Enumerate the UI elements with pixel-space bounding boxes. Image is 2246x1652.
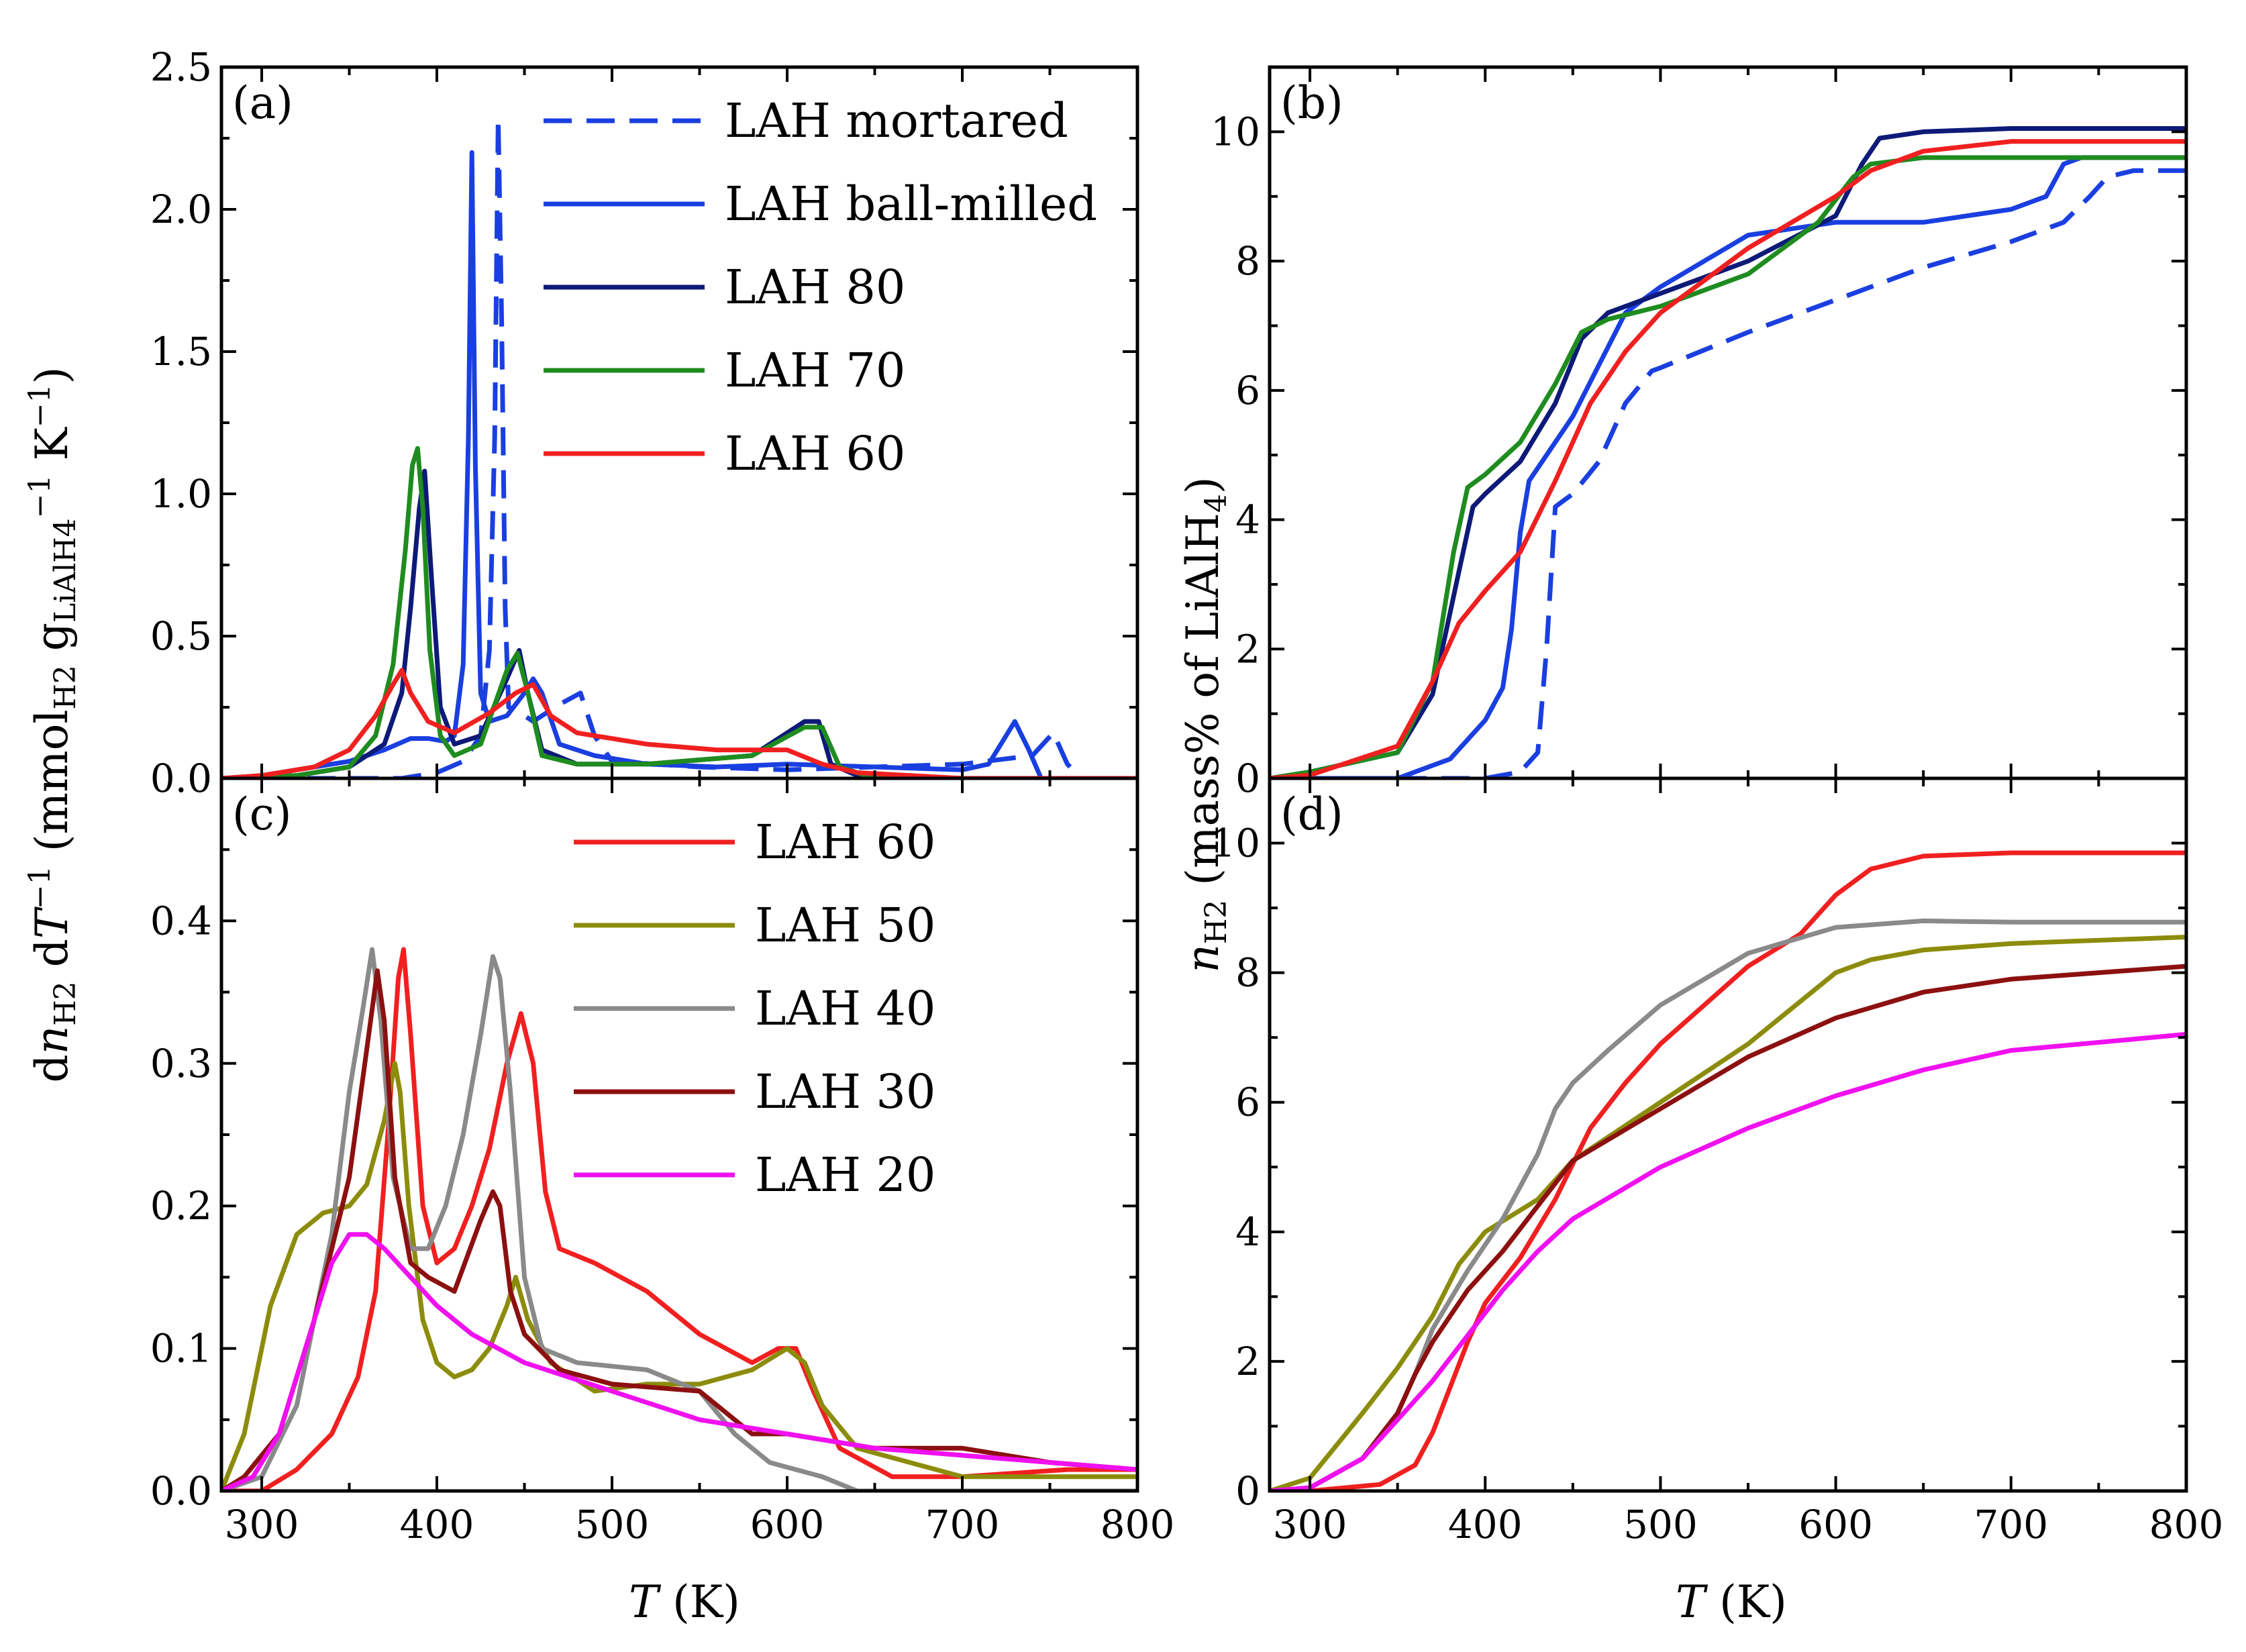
x-tick-label: 700 (925, 1502, 1000, 1547)
panel-label: (c) (232, 788, 291, 840)
x-tick-label: 500 (1623, 1502, 1698, 1547)
series-line-lah-50 (221, 1061, 1137, 1491)
x-tick-label: 500 (575, 1502, 650, 1547)
y-tick-label: 2.0 (150, 187, 212, 232)
panel-b: 0 2 4 6 8 10 (b) (1211, 65, 2188, 801)
x-tick-label: 800 (2149, 1502, 2224, 1547)
series-line-lah-40 (221, 947, 1137, 1491)
legend-label: LAH 60 (755, 815, 935, 870)
x-tick-label: 400 (1448, 1502, 1523, 1547)
panel-label: (a) (232, 77, 293, 129)
y-tick-label: 6 (1235, 1080, 1260, 1125)
y-tick-label: 0.0 (150, 1468, 212, 1514)
y-tick-label: 1.0 (150, 471, 212, 517)
legend-label: LAH 60 (725, 426, 905, 481)
y-tick-label: 2 (1235, 626, 1260, 672)
series-line-lah-70 (221, 446, 1137, 778)
x-tick-label: 800 (1101, 1502, 1175, 1547)
series-line-lah-20 (1270, 1031, 2186, 1491)
panel-c: 300 400 500 600 700 800 0.0 0.1 0.2 0.3 0.4 (c) LAH … (150, 776, 1175, 1547)
y-tick-label: 10 (1211, 109, 1260, 154)
panel-label: (b) (1280, 77, 1343, 129)
series-line-lah-40 (1270, 918, 2186, 1491)
series-line-lah-60 (221, 947, 1137, 1491)
y-tick-label: 2.5 (150, 44, 212, 90)
y-tick-label: 10 (1211, 821, 1260, 866)
legend-label: LAH 40 (755, 981, 935, 1036)
plot-frame (219, 65, 1139, 780)
panel-label: (d) (1280, 788, 1343, 840)
legend-label: LAH 80 (725, 260, 905, 315)
series-line-lah-ball-milled (1270, 155, 2186, 778)
series-line-lah-20 (221, 1232, 1137, 1491)
y-tick-label: 0.3 (150, 1041, 212, 1086)
y-tick-label: 8 (1235, 950, 1260, 996)
y-axis-label-right: nH2 (mass% of LiAlH4) (1177, 476, 1233, 972)
y-tick-label: 0.2 (150, 1183, 212, 1229)
y-tick-label: 0.4 (150, 898, 212, 943)
y-tick-label: 4 (1235, 1209, 1260, 1255)
y-tick-label: 2 (1235, 1339, 1260, 1384)
legend-label: LAH 70 (725, 343, 905, 398)
legend-label: LAH mortared (725, 93, 1068, 148)
series-line-lah-60 (1270, 139, 2186, 778)
series-line-lah-ball-milled (221, 150, 1137, 778)
series-line-lah-60 (221, 668, 1137, 778)
y-tick-label: 1.5 (150, 329, 212, 374)
series-line-lah-80 (221, 468, 1137, 778)
panel-d: 300 400 500 600 700 800 0 2 4 6 8 10 (d) (1211, 776, 2224, 1547)
legend-label: LAH ball-milled (725, 176, 1097, 231)
panel-a: 0.0 0.5 1.0 1.5 2.0 2.5 (a) LAH mortared LAH bal… (150, 44, 1139, 801)
legend-label: LAH 50 (755, 898, 935, 953)
plot-frame (1268, 65, 2188, 780)
y-tick-label: 8 (1235, 238, 1260, 284)
x-tick-label: 700 (1974, 1502, 2048, 1547)
x-tick-label: 300 (1273, 1502, 1347, 1547)
y-tick-label: 0.1 (150, 1326, 212, 1372)
x-axis-label-right: T (K) (1676, 1576, 1787, 1628)
series-line-lah-70 (1270, 155, 2186, 778)
y-tick-label: 0 (1235, 756, 1260, 801)
y-axis-label-left: dnH2 dT−1 (mmolH2 gLiAlH4−1 K−1) (23, 367, 83, 1083)
x-tick-label: 400 (400, 1502, 474, 1547)
y-tick-label: 4 (1235, 497, 1260, 543)
x-tick-label: 300 (225, 1502, 299, 1547)
legend-label: LAH 20 (755, 1147, 935, 1202)
y-tick-label: 0.5 (150, 613, 212, 659)
y-tick-label: 6 (1235, 368, 1260, 413)
legend-label: LAH 30 (755, 1064, 935, 1119)
y-tick-label: 0 (1235, 1468, 1260, 1514)
series-line-lah-mortared (1270, 168, 2186, 778)
x-tick-label: 600 (1798, 1502, 1873, 1547)
y-tick-label: 0.0 (150, 756, 212, 801)
x-tick-label: 600 (750, 1502, 825, 1547)
plot-frame (1268, 776, 2188, 1493)
series-line-lah-80 (1270, 126, 2186, 778)
x-axis-label-left: T (K) (629, 1576, 740, 1628)
